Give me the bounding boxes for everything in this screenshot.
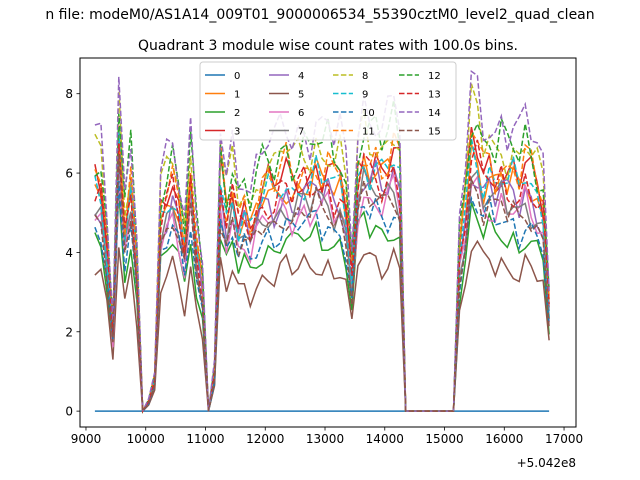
series-line-5 [94,239,550,413]
x-tick-label: 12000 [246,432,284,446]
legend-label-2: 2 [234,108,240,119]
chart-suptitle: n file: modeM0/AS1A14_009T01_9000006534_… [45,7,594,23]
y-tick-label: 4 [65,246,73,260]
legend-label-12: 12 [428,71,441,82]
legend-label-4: 4 [298,71,304,82]
legend-label-3: 3 [234,127,240,138]
legend-label-7: 7 [298,127,304,138]
x-tick-label: 9000 [71,432,102,446]
series-line-11 [94,128,550,414]
y-axis: 0 2 4 6 8 [65,87,80,419]
plot-lines [94,70,550,414]
legend-label-9: 9 [362,90,368,101]
x-tick-label: 16000 [485,432,523,446]
legend-box [199,61,457,141]
y-tick-label: 0 [65,405,73,419]
legend-label-0: 0 [234,71,240,82]
y-tick-label: 6 [65,167,73,181]
legend-label-14: 14 [428,108,441,119]
x-tick-label: 14000 [366,432,404,446]
series-line-2 [94,190,550,413]
series-line-9 [94,130,550,414]
x-tick-label: 17000 [545,432,583,446]
plot-frame [79,57,577,428]
series-line-13 [94,139,550,414]
legend-label-11: 11 [362,127,375,138]
x-tick-label: 11000 [186,432,224,446]
series-line-15 [94,154,550,414]
legend-label-13: 13 [428,90,441,101]
chart-title: Quadrant 3 module wise count rates with … [138,38,518,54]
y-tick-label: 8 [65,87,73,101]
x-axis: 9000 10000 11000 12000 13000 14000 15000 16000 1… [71,427,583,446]
series-line-4 [94,159,550,414]
legend-label-5: 5 [298,90,304,101]
legend-label-15: 15 [428,127,441,138]
legend-label-6: 6 [298,108,304,119]
x-offset-label: +5.042e8 [517,456,576,470]
x-tick-label: 13000 [306,432,344,446]
legend-label-10: 10 [362,108,375,119]
x-tick-label: 10000 [127,432,165,446]
y-tick-label: 2 [65,325,73,339]
legend-label-8: 8 [362,71,368,82]
legend-label-1: 1 [234,90,240,101]
x-tick-label: 15000 [425,432,463,446]
series-line-10 [94,181,550,414]
series-line-12 [94,100,550,414]
